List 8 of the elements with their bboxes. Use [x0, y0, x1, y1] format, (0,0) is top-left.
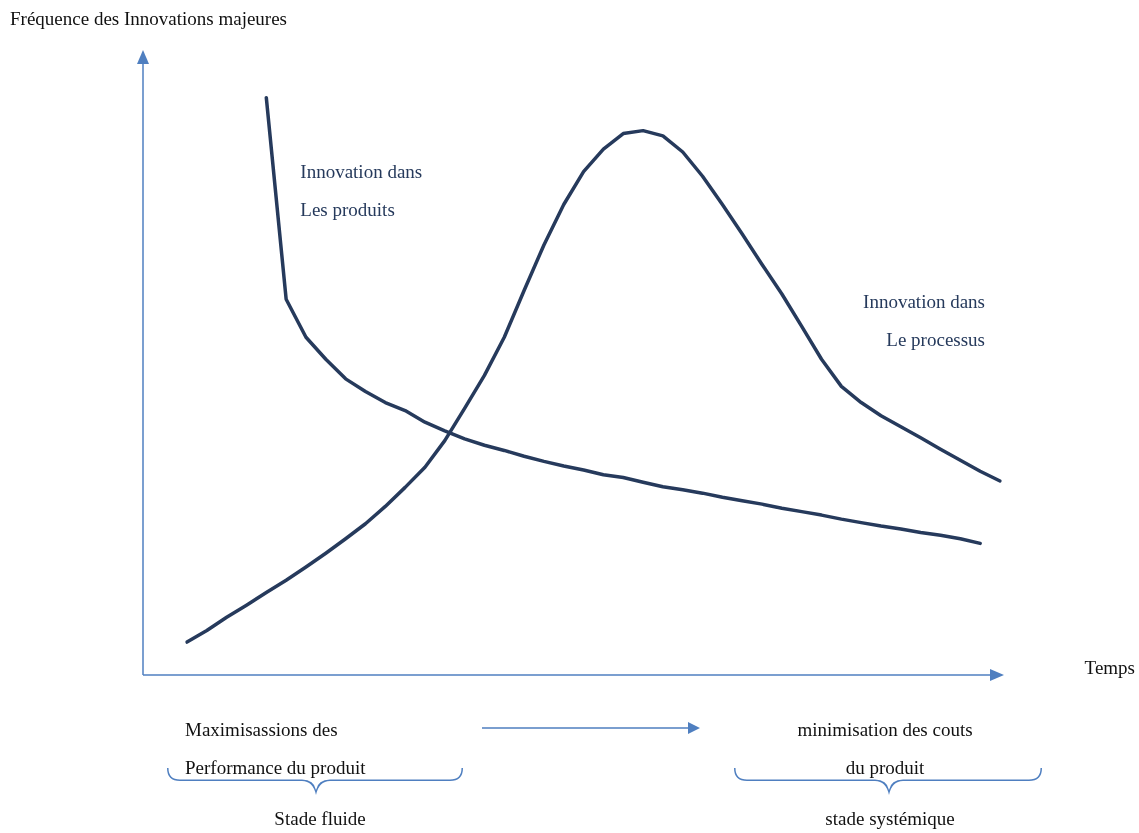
text: minimisation des couts du produit — [796, 718, 974, 780]
text: Innovation dans Le processus — [863, 291, 985, 351]
text: Stade fluide — [273, 807, 367, 831]
text: Maximisassions des Performance du produit — [185, 718, 367, 780]
text: stade systémique — [824, 807, 956, 831]
x-axis-title: Temps — [1084, 656, 1135, 678]
y-axis-title: Fréquence des Innovations majeures — [10, 7, 287, 29]
series-label: Innovation dans Les produits — [300, 160, 423, 220]
